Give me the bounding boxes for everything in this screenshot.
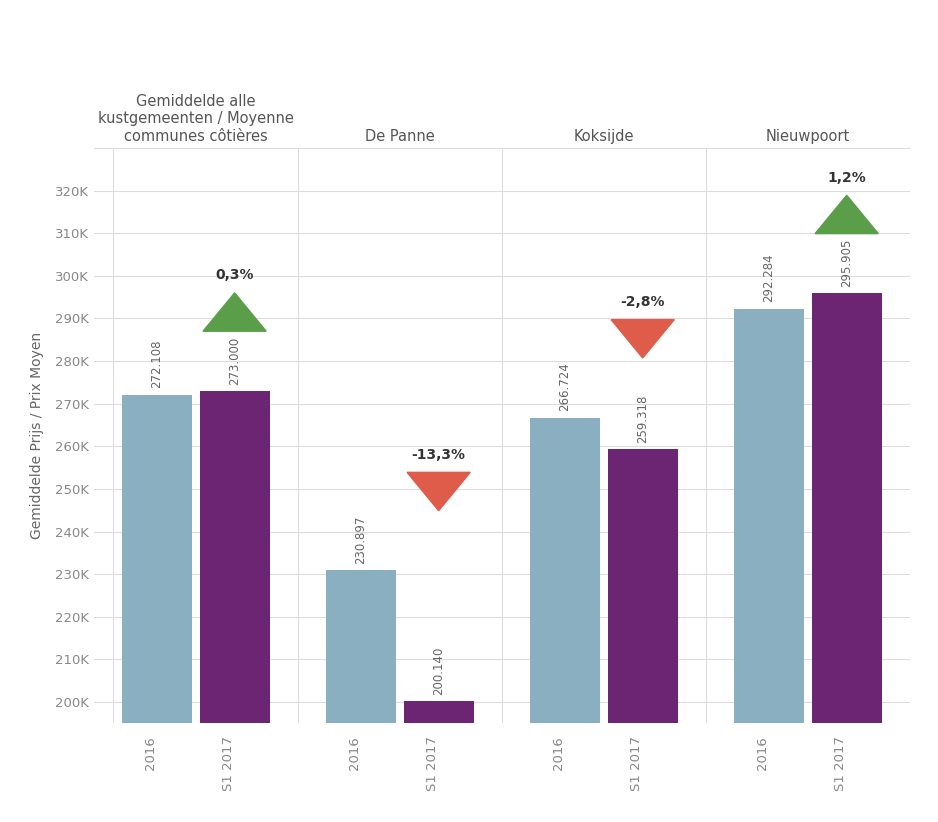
Text: 292.284: 292.284 [763,254,776,302]
Text: S1 2017: S1 2017 [834,737,847,791]
Text: 259.318: 259.318 [636,395,649,443]
Text: Koksijde: Koksijde [574,129,634,144]
Text: 1,2%: 1,2% [827,171,866,185]
Text: 2016: 2016 [756,737,769,770]
Polygon shape [407,473,470,510]
Bar [734,309,804,822]
Text: Gemiddelde alle
kustgemeenten / Moyenne
communes côtières: Gemiddelde alle kustgemeenten / Moyenne … [98,94,294,144]
Text: 200.140: 200.140 [432,647,446,695]
Text: 272.108: 272.108 [150,339,163,388]
Bar [122,395,192,822]
Bar [200,391,270,822]
Text: Nieuwpoort: Nieuwpoort [765,129,850,144]
Text: 0,3%: 0,3% [216,268,254,282]
Text: 266.724: 266.724 [558,363,571,411]
Text: 2016: 2016 [552,737,565,770]
Text: 295.905: 295.905 [840,238,854,287]
Text: S1 2017: S1 2017 [629,737,643,791]
Text: -13,3%: -13,3% [412,448,465,462]
Text: 2016: 2016 [348,737,361,770]
Bar [325,570,396,822]
Text: De Panne: De Panne [365,129,434,144]
Bar [530,418,600,822]
Bar [403,701,474,822]
Y-axis label: Gemiddelde Prijs / Prix Moyen: Gemiddelde Prijs / Prix Moyen [30,332,44,539]
Text: S1 2017: S1 2017 [426,737,439,791]
Text: 273.000: 273.000 [228,336,241,385]
Bar [811,293,882,822]
Text: -2,8%: -2,8% [620,295,665,309]
Polygon shape [611,320,674,358]
Polygon shape [815,196,878,233]
Text: S1 2017: S1 2017 [221,737,234,791]
Text: 2016: 2016 [144,737,157,770]
Bar [608,449,678,822]
Text: 230.897: 230.897 [355,515,368,564]
Polygon shape [203,293,266,331]
